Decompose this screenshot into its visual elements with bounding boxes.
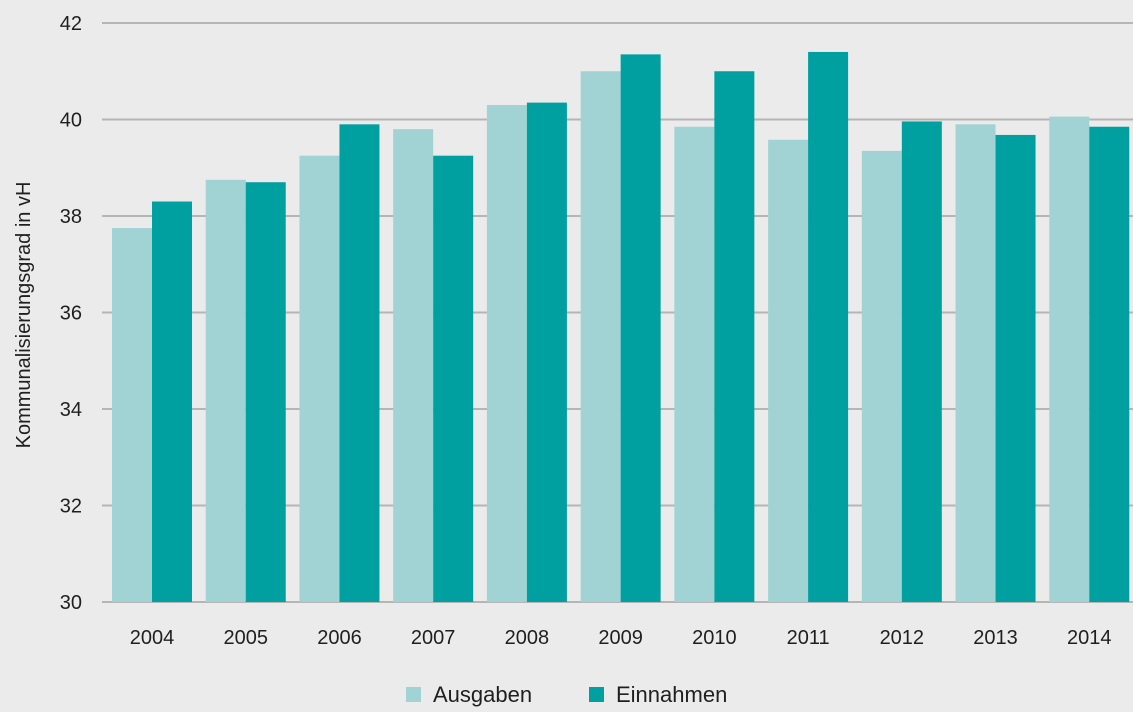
y-tick-label: 32 (60, 496, 82, 518)
y-tick-label: 36 (60, 303, 82, 325)
legend: Ausgaben Einnahmen (406, 682, 727, 707)
bar-ausgaben-2011 (768, 139, 809, 602)
y-tick-label: 30 (60, 592, 82, 614)
bar-ausgaben-2007 (393, 129, 434, 602)
x-tick-label: 2011 (787, 627, 830, 649)
bar-einnahmen-2007 (433, 155, 474, 602)
x-tick-label: 2014 (1067, 627, 1112, 649)
bar-ausgaben-2008 (486, 105, 527, 603)
bar-ausgaben-2013 (955, 124, 996, 602)
bar-einnahmen-2014 (1089, 126, 1130, 603)
bar-einnahmen-2009 (620, 54, 661, 603)
x-tick-label: 2013 (973, 627, 1018, 649)
x-tick-label: 2005 (223, 627, 268, 649)
bar-ausgaben-2010 (674, 126, 715, 603)
x-tick-label: 2009 (598, 627, 643, 649)
bar-einnahmen-2004 (152, 201, 192, 602)
x-tick-label: 2012 (880, 627, 925, 649)
bar-einnahmen-2006 (339, 124, 380, 602)
bar-einnahmen-2008 (526, 102, 567, 603)
x-tick-label: 2008 (505, 627, 550, 649)
y-axis-title: Kommunalisierungsgrad in vH (13, 182, 35, 449)
bars (112, 51, 1130, 603)
legend-label-einnahmen: Einnahmen (616, 682, 727, 707)
x-tick-label: 2007 (411, 627, 456, 649)
y-tick-label: 40 (60, 110, 82, 132)
bar-ausgaben-2012 (861, 150, 902, 603)
bar-ausgaben-2014 (1049, 116, 1090, 602)
bar-ausgaben-2004 (112, 228, 152, 602)
bar-ausgaben-2005 (205, 179, 246, 602)
x-tick-label: 2006 (317, 627, 362, 649)
y-tick-label: 38 (60, 206, 82, 228)
bar-einnahmen-2005 (245, 182, 286, 602)
x-axis-ticks: 2004 2005 2006 2007 2008 2009 2010 2011 2012 2013… (130, 627, 1112, 649)
y-tick-label: 42 (60, 13, 82, 35)
legend-label-ausgaben: Ausgaben (433, 682, 532, 707)
legend-swatch-einnahmen (589, 687, 604, 702)
bar-einnahmen-2013 (995, 134, 1036, 602)
x-tick-label: 2004 (130, 627, 175, 649)
bar-ausgaben-2006 (299, 155, 340, 602)
bar-einnahmen-2012 (901, 121, 942, 603)
bar-einnahmen-2011 (808, 51, 849, 602)
y-axis-ticks: 30 32 34 36 38 40 42 (60, 13, 82, 614)
y-tick-label: 34 (60, 399, 82, 421)
bar-ausgaben-2009 (580, 71, 621, 602)
legend-swatch-ausgaben (406, 687, 421, 702)
bar-einnahmen-2010 (714, 71, 755, 602)
x-tick-label: 2010 (692, 627, 737, 649)
